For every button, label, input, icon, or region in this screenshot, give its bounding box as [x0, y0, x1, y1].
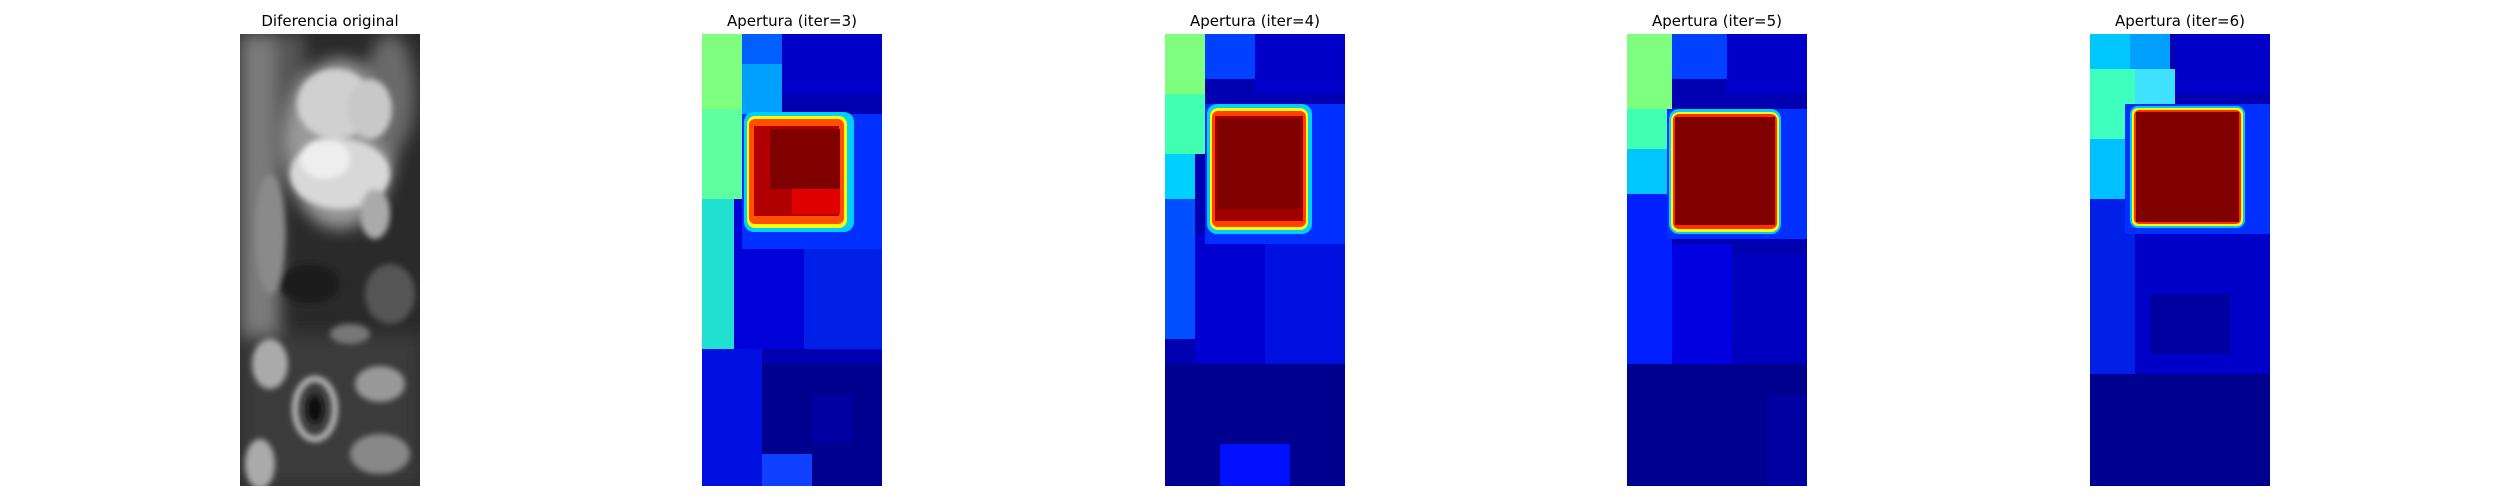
panel-title: Apertura (iter=3) — [727, 12, 857, 30]
jet-heatmap-image — [1627, 34, 1807, 486]
panel-iter-6: Apertura (iter=6) — [2090, 0, 2270, 500]
jet-heatmap-image — [1165, 34, 1345, 486]
jet-heatmap-image — [2090, 34, 2270, 486]
panel-iter-3: Apertura (iter=3) — [702, 0, 882, 500]
grayscale-image — [240, 34, 420, 486]
jet-heatmap-image — [702, 34, 882, 486]
panel-original: Diferencia original — [240, 0, 420, 500]
panel-title: Apertura (iter=6) — [2115, 12, 2245, 30]
panel-iter-5: Apertura (iter=5) — [1627, 0, 1807, 500]
panel-title: Diferencia original — [261, 12, 399, 30]
panel-iter-4: Apertura (iter=4) — [1165, 0, 1345, 500]
panel-title: Apertura (iter=5) — [1652, 12, 1782, 30]
panel-title: Apertura (iter=4) — [1190, 12, 1320, 30]
